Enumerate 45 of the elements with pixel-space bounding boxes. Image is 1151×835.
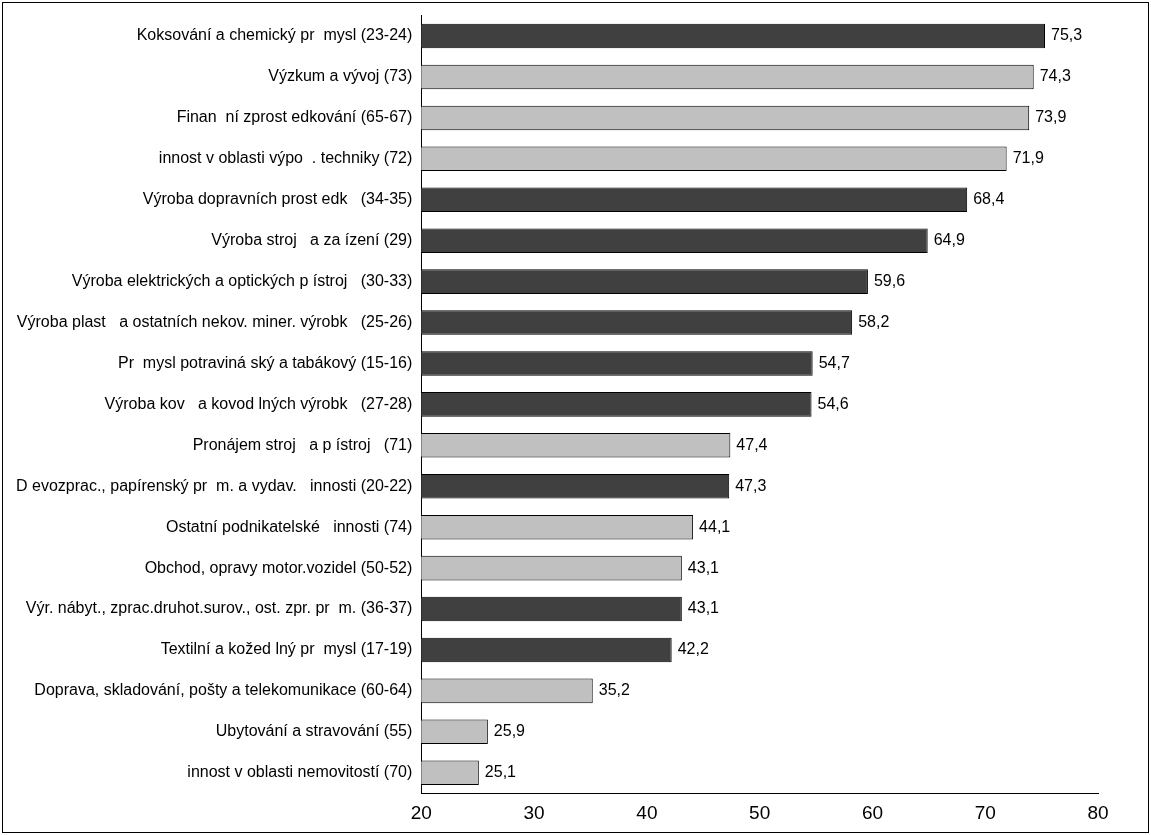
- data-label: 25,9: [493, 722, 526, 740]
- y-tick-label: Výroba elektrických a optických p ístroj (30-33): [71, 272, 413, 290]
- y-tick-label: Koksování a chemický pr mysl (23-24): [136, 26, 413, 44]
- data-label: 68,4: [973, 190, 1005, 208]
- y-tick-label: Ostatní podnikatelské innosti (74): [165, 517, 413, 535]
- y-tick-label: Finan ní zprost edkování (65-67): [176, 108, 413, 126]
- x-tick-label: 40: [636, 801, 658, 823]
- data-label: 42,2: [677, 640, 709, 658]
- data-label: 54,7: [818, 353, 850, 371]
- y-tick-label: Výr. nábyt., zprac.druhot.surov., ost. zpr. pr m. (36-37): [25, 599, 413, 617]
- y-tick-label: Obchod, opravy motor.vozidel (50-52): [144, 558, 413, 576]
- y-tick-label: Výzkum a vývoj (73): [268, 67, 413, 85]
- data-label: 47,4: [736, 435, 768, 453]
- y-tick-label: Výroba stroj a za ízení (29): [211, 231, 413, 249]
- data-label: 44,1: [699, 517, 731, 535]
- y-tick-label: innost v oblasti nemovitostí (70): [182, 763, 413, 781]
- data-label: 54,6: [817, 394, 849, 412]
- y-tick-label: Výroba plast a ostatních nekov. miner. výrobk (25-26): [16, 312, 413, 330]
- x-tick-label: 80: [1087, 801, 1109, 823]
- x-tick-label: 30: [523, 801, 545, 823]
- y-tick-label: Výroba kov a kovod lných výrobk (27-28): [104, 394, 413, 412]
- y-tick-label: Pr mysl potraviná ský a tabákový (15-16): [117, 353, 413, 371]
- y-tick-label: Doprava, skladování, pošty a telekomunikace (60-64): [34, 681, 413, 699]
- y-tick-label: Pronájem stroj a p ístroj (71): [192, 435, 413, 453]
- data-label: 74,3: [1039, 67, 1071, 85]
- data-label: 43,1: [687, 599, 720, 617]
- x-tick-label: 60: [861, 801, 884, 823]
- x-tick-label: 20: [410, 801, 432, 823]
- y-tick-label: Textilní a kožed lný pr mysl (17-19): [160, 640, 413, 658]
- data-label: 35,2: [598, 681, 630, 699]
- data-label: 59,6: [873, 272, 906, 290]
- y-tick-label: D evozprac., papírenský pr m. a vydav. innosti (20-22): [16, 476, 413, 494]
- x-tick-label: 70: [974, 801, 996, 823]
- data-label: 58,2: [858, 312, 890, 330]
- data-label: 73,9: [1035, 108, 1067, 126]
- data-label: 64,9: [933, 231, 965, 249]
- y-tick-label: Výroba dopravních prost edk (34-35): [142, 190, 413, 208]
- data-label: 25,1: [484, 763, 517, 781]
- y-tick-label: innost v oblasti výpo . techniky (72): [154, 149, 413, 167]
- x-tick-label: 50: [749, 801, 771, 823]
- y-tick-label: Ubytování a stravování (55): [215, 722, 413, 740]
- data-label: 75,3: [1050, 26, 1083, 44]
- data-label: 43,1: [687, 558, 720, 576]
- data-label: 47,3: [735, 476, 767, 494]
- data-label: 71,9: [1012, 149, 1044, 167]
